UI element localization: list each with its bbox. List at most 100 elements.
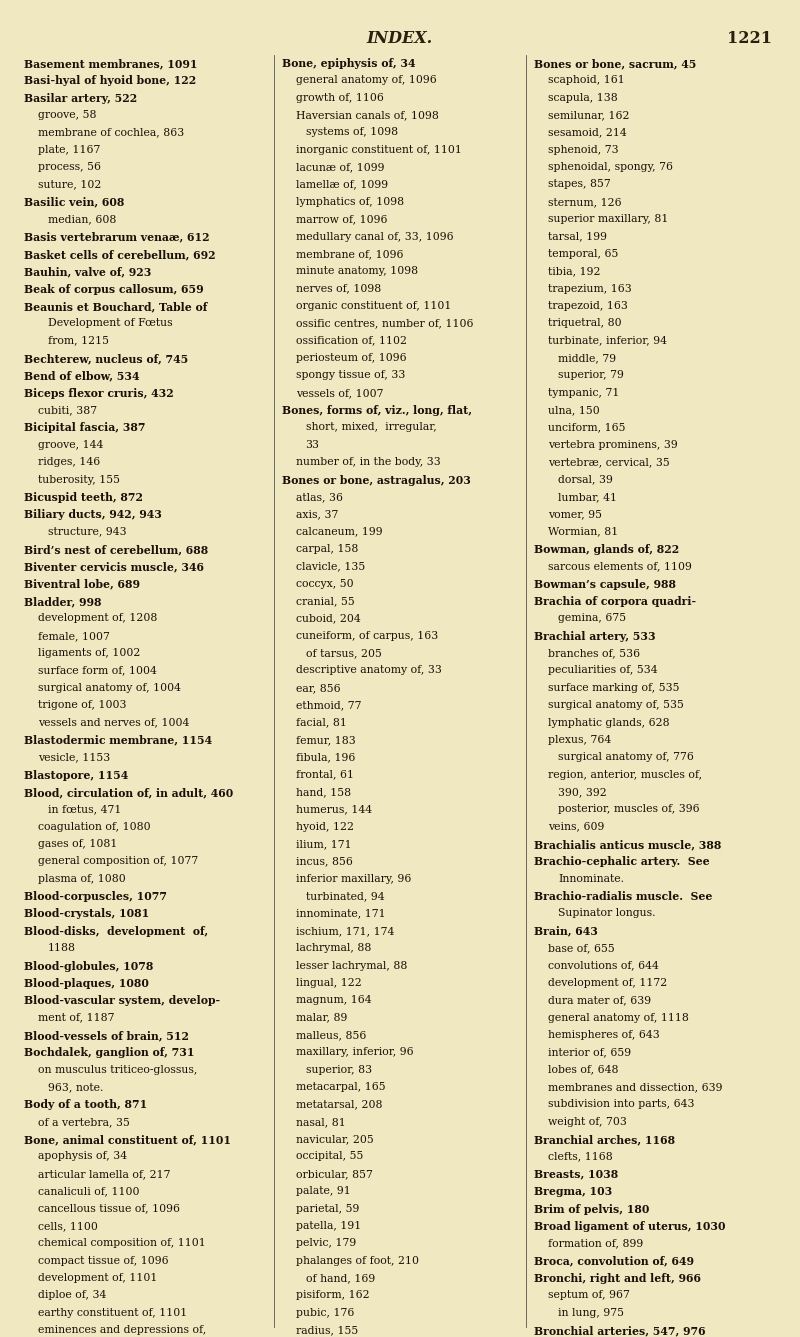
Text: Beaunis et Bouchard, Table of: Beaunis et Bouchard, Table of [24, 301, 207, 312]
Text: Breasts, 1038: Breasts, 1038 [534, 1169, 618, 1179]
Text: pelvic, 179: pelvic, 179 [295, 1238, 356, 1249]
Text: periosteum of, 1096: periosteum of, 1096 [295, 353, 406, 364]
Text: Basilic vein, 608: Basilic vein, 608 [24, 197, 124, 207]
Text: veins, 609: veins, 609 [549, 822, 605, 832]
Text: pisiform, 162: pisiform, 162 [295, 1290, 370, 1301]
Text: facial, 81: facial, 81 [295, 718, 346, 727]
Text: tuberosity, 155: tuberosity, 155 [38, 475, 120, 484]
Text: Blood-disks,  development  of,: Blood-disks, development of, [24, 925, 208, 937]
Text: Basement membranes, 1091: Basement membranes, 1091 [24, 57, 198, 70]
Text: Basilar artery, 522: Basilar artery, 522 [24, 92, 138, 104]
Text: Blood-corpuscles, 1077: Blood-corpuscles, 1077 [24, 890, 167, 902]
Text: clefts, 1168: clefts, 1168 [549, 1151, 613, 1162]
Text: posterior, muscles of, 396: posterior, muscles of, 396 [558, 805, 700, 814]
Text: compact tissue of, 1096: compact tissue of, 1096 [38, 1255, 169, 1266]
Text: surgical anatomy of, 1004: surgical anatomy of, 1004 [38, 683, 181, 693]
Text: Broca, convolution of, 649: Broca, convolution of, 649 [534, 1255, 694, 1266]
Text: ossific centres, number of, 1106: ossific centres, number of, 1106 [295, 318, 473, 329]
Text: Blood-crystals, 1081: Blood-crystals, 1081 [24, 908, 150, 920]
Text: structure, 943: structure, 943 [48, 527, 126, 536]
Text: Bicipital fascia, 387: Bicipital fascia, 387 [24, 422, 146, 433]
Text: Bend of elbow, 534: Bend of elbow, 534 [24, 370, 139, 381]
Text: sesamoid, 214: sesamoid, 214 [549, 127, 627, 138]
Text: lobes of, 648: lobes of, 648 [549, 1064, 619, 1075]
Text: Bones or bone, sacrum, 45: Bones or bone, sacrum, 45 [534, 57, 697, 70]
Text: Bicuspid teeth, 872: Bicuspid teeth, 872 [24, 492, 143, 503]
Text: female, 1007: female, 1007 [38, 631, 110, 640]
Text: lesser lachrymal, 88: lesser lachrymal, 88 [295, 960, 407, 971]
Text: general anatomy of, 1096: general anatomy of, 1096 [295, 75, 436, 86]
Text: Biliary ducts, 942, 943: Biliary ducts, 942, 943 [24, 509, 162, 520]
Text: carpal, 158: carpal, 158 [295, 544, 358, 554]
Text: Biventer cervicis muscle, 346: Biventer cervicis muscle, 346 [24, 562, 204, 572]
Text: INDEX.: INDEX. [367, 29, 433, 47]
Text: surgical anatomy of, 535: surgical anatomy of, 535 [549, 701, 684, 710]
Text: lachrymal, 88: lachrymal, 88 [295, 943, 371, 953]
Text: minute anatomy, 1098: minute anatomy, 1098 [295, 266, 418, 277]
Text: subdivision into parts, 643: subdivision into parts, 643 [549, 1099, 695, 1110]
Text: number of, in the body, 33: number of, in the body, 33 [295, 457, 440, 467]
Text: Brim of pelvis, 180: Brim of pelvis, 180 [534, 1203, 650, 1214]
Text: semilunar, 162: semilunar, 162 [549, 110, 630, 120]
Text: parietal, 59: parietal, 59 [295, 1203, 359, 1214]
Text: malar, 89: malar, 89 [295, 1012, 347, 1023]
Text: turbinated, 94: turbinated, 94 [306, 890, 384, 901]
Text: 33: 33 [306, 440, 319, 449]
Text: suture, 102: suture, 102 [38, 179, 102, 190]
Text: tympanic, 71: tympanic, 71 [549, 388, 620, 398]
Text: canaliculi of, 1100: canaliculi of, 1100 [38, 1186, 139, 1197]
Text: Beak of corpus callosum, 659: Beak of corpus callosum, 659 [24, 283, 204, 294]
Text: Blastodermic membrane, 1154: Blastodermic membrane, 1154 [24, 735, 212, 746]
Text: superior maxillary, 81: superior maxillary, 81 [549, 214, 669, 225]
Text: triquetral, 80: triquetral, 80 [549, 318, 622, 329]
Text: trapezium, 163: trapezium, 163 [549, 283, 632, 294]
Text: 390, 392: 390, 392 [558, 787, 607, 797]
Text: cuboid, 204: cuboid, 204 [295, 614, 360, 623]
Text: middle, 79: middle, 79 [558, 353, 617, 364]
Text: clavicle, 135: clavicle, 135 [295, 562, 365, 571]
Text: Blastopore, 1154: Blastopore, 1154 [24, 770, 128, 781]
Text: palate, 91: palate, 91 [295, 1186, 350, 1197]
Text: cells, 1100: cells, 1100 [38, 1221, 98, 1231]
Text: sarcous elements of, 1109: sarcous elements of, 1109 [549, 562, 692, 571]
Text: 1221: 1221 [727, 29, 772, 47]
Text: apophysis of, 34: apophysis of, 34 [38, 1151, 127, 1162]
Text: Bones or bone, astragalus, 203: Bones or bone, astragalus, 203 [282, 475, 470, 485]
Text: articular lamella of, 217: articular lamella of, 217 [38, 1169, 170, 1179]
Text: diploe of, 34: diploe of, 34 [38, 1290, 106, 1301]
Text: scapula, 138: scapula, 138 [549, 92, 618, 103]
Text: surface form of, 1004: surface form of, 1004 [38, 666, 157, 675]
Text: Bronchi, right and left, 966: Bronchi, right and left, 966 [534, 1273, 702, 1284]
Text: peculiarities of, 534: peculiarities of, 534 [549, 666, 658, 675]
Text: cuneiform, of carpus, 163: cuneiform, of carpus, 163 [295, 631, 438, 640]
Text: organic constituent of, 1101: organic constituent of, 1101 [295, 301, 451, 312]
Text: plexus, 764: plexus, 764 [549, 735, 612, 745]
Text: Bones, forms of, viz., long, flat,: Bones, forms of, viz., long, flat, [282, 405, 472, 416]
Text: radius, 155: radius, 155 [295, 1325, 358, 1336]
Text: Blood, circulation of, in adult, 460: Blood, circulation of, in adult, 460 [24, 787, 234, 798]
Text: Brain, 643: Brain, 643 [534, 925, 598, 937]
Text: Bowman’s capsule, 988: Bowman’s capsule, 988 [534, 579, 677, 590]
Text: plasma of, 1080: plasma of, 1080 [38, 874, 126, 884]
Text: femur, 183: femur, 183 [295, 735, 355, 745]
Text: ischium, 171, 174: ischium, 171, 174 [295, 925, 394, 936]
Text: ossification of, 1102: ossification of, 1102 [295, 336, 406, 346]
Text: Haversian canals of, 1098: Haversian canals of, 1098 [295, 110, 438, 120]
Text: vessels of, 1007: vessels of, 1007 [295, 388, 383, 398]
Text: gemina, 675: gemina, 675 [558, 614, 626, 623]
Text: base of, 655: base of, 655 [549, 943, 615, 953]
Text: short, mixed,  irregular,: short, mixed, irregular, [306, 422, 436, 432]
Text: Wormian, 81: Wormian, 81 [549, 527, 618, 536]
Text: Basis vertebrarum venaæ, 612: Basis vertebrarum venaæ, 612 [24, 231, 210, 242]
Text: of tarsus, 205: of tarsus, 205 [306, 648, 382, 658]
Text: earthy constituent of, 1101: earthy constituent of, 1101 [38, 1308, 187, 1318]
Text: medullary canal of, 33, 1096: medullary canal of, 33, 1096 [295, 231, 454, 242]
Text: Branchial arches, 1168: Branchial arches, 1168 [534, 1134, 675, 1144]
Text: groove, 144: groove, 144 [38, 440, 103, 449]
Text: sphenoid, 73: sphenoid, 73 [549, 144, 619, 155]
Text: eminences and depressions of,: eminences and depressions of, [38, 1325, 206, 1336]
Text: Bird’s nest of cerebellum, 688: Bird’s nest of cerebellum, 688 [24, 544, 208, 555]
Text: Bladder, 998: Bladder, 998 [24, 596, 102, 607]
Text: ulna, 150: ulna, 150 [549, 405, 600, 414]
Text: metatarsal, 208: metatarsal, 208 [295, 1099, 382, 1110]
